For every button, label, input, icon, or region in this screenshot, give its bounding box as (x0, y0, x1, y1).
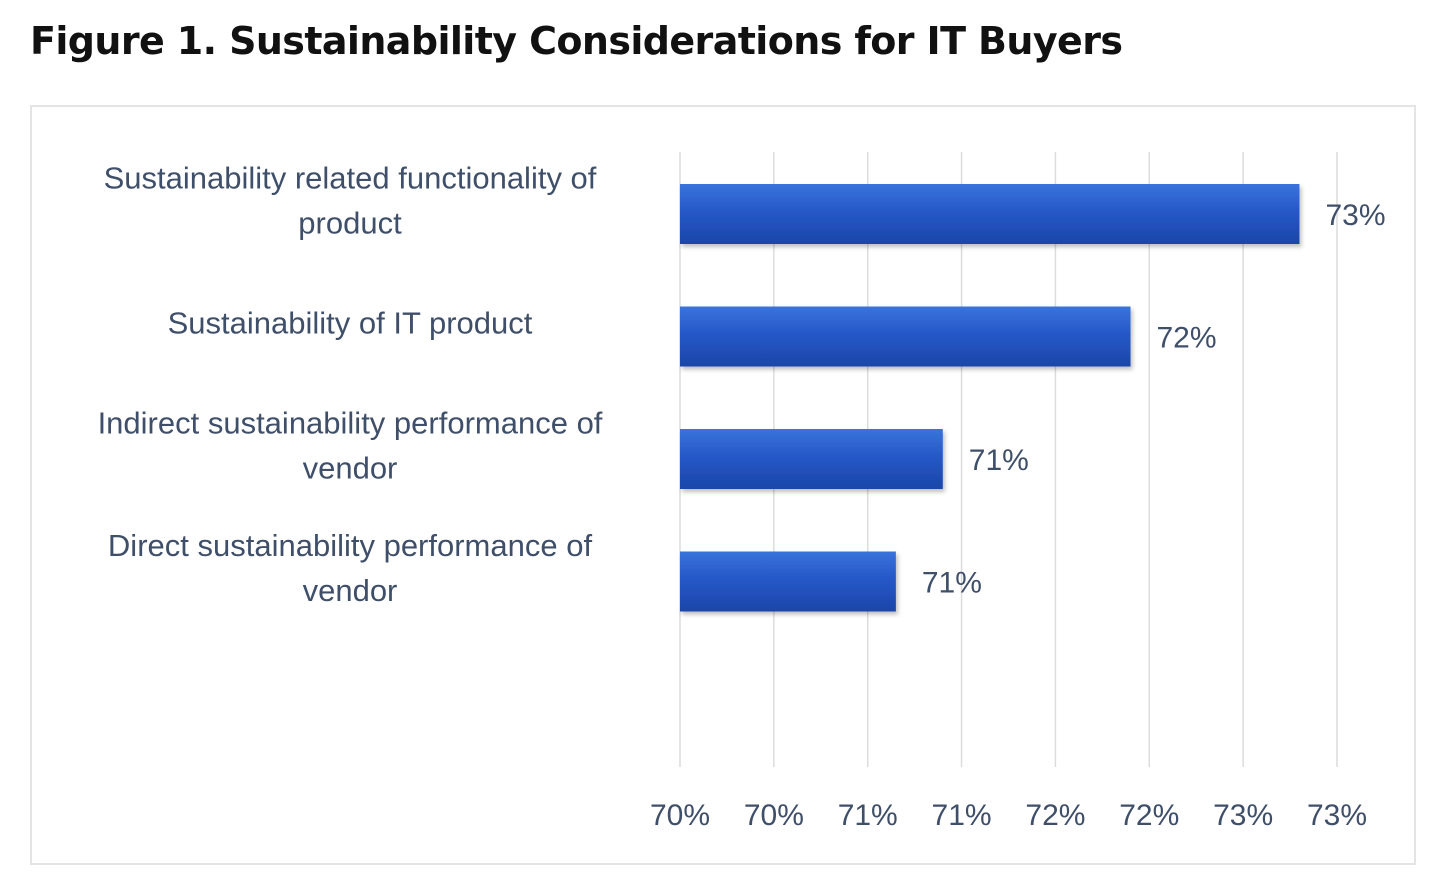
bar (680, 184, 1300, 244)
category-label: Indirect sustainability performance of (98, 406, 603, 441)
figure-title: Figure 1. Sustainability Considerations … (30, 19, 1123, 63)
bar (680, 306, 1131, 367)
bar-data-label: 72% (1157, 322, 1217, 355)
bar-data-label: 73% (1325, 199, 1385, 232)
category-labels: Sustainability related functionality of p… (98, 161, 603, 609)
x-tick-label: 70% (650, 799, 710, 832)
category-label: vendor (303, 451, 398, 486)
category-label: product (298, 206, 402, 241)
x-tick-label: 71% (932, 799, 992, 832)
x-tick-label: 73% (1213, 799, 1273, 832)
x-tick-label: 70% (744, 799, 804, 832)
x-tick-label: 72% (1025, 799, 1085, 832)
bar-chart: 73% 72% 71% 71% Sustainability related func… (98, 152, 1386, 832)
category-label: Direct sustainability performance of (108, 528, 593, 563)
bar (680, 429, 943, 489)
x-tick-label: 73% (1307, 799, 1367, 832)
bars (680, 184, 1300, 612)
bar-data-label: 71% (922, 567, 982, 600)
category-label: Sustainability of IT product (168, 306, 533, 341)
category-label: Sustainability related functionality of (104, 161, 597, 196)
bar (680, 551, 896, 612)
x-tick-label: 72% (1119, 799, 1179, 832)
data-labels: 73% 72% 71% 71% (922, 199, 1386, 600)
x-axis-tick-labels: 70% 70% 71% 71% 72% 72% 73% 73% (650, 799, 1367, 832)
x-tick-label: 71% (838, 799, 898, 832)
bar-data-label: 71% (969, 444, 1029, 477)
chart-frame: 73% 72% 71% 71% Sustainability related func… (30, 105, 1416, 865)
category-label: vendor (303, 573, 398, 608)
